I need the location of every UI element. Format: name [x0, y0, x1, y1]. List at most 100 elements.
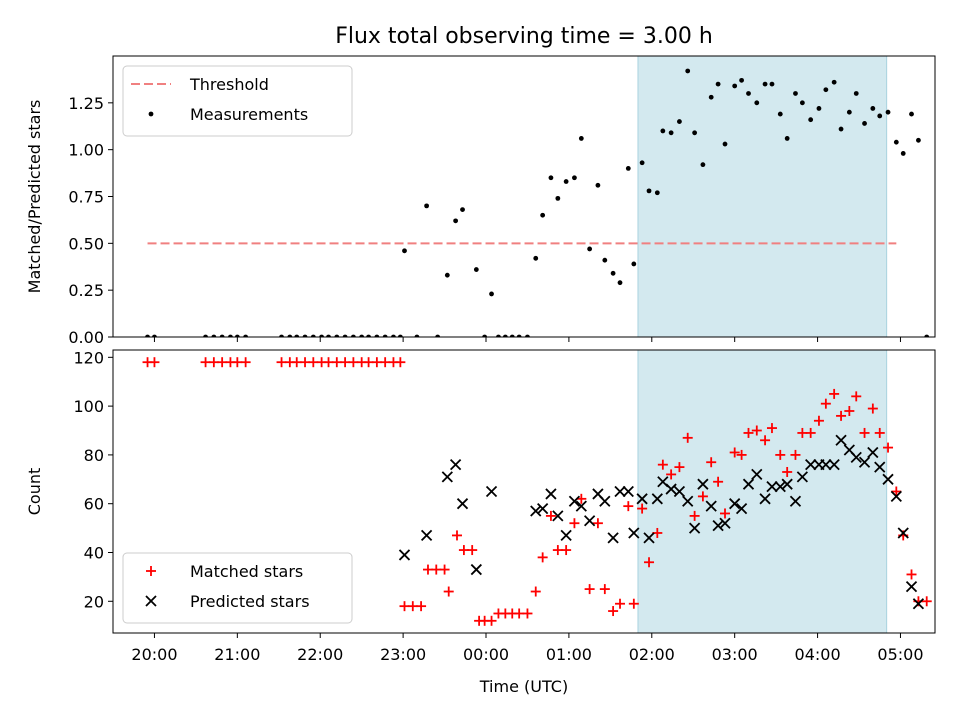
measurement-point — [366, 334, 371, 337]
predicted-stars-point — [530, 505, 542, 517]
predicted-stars-point — [607, 532, 619, 544]
legend-label: Measurements — [190, 105, 308, 124]
measurement-point — [610, 270, 616, 276]
predicted-stars-point — [688, 522, 701, 534]
matched-stars-point — [851, 391, 862, 402]
predicted-stars-point — [874, 461, 886, 473]
predicted-stars-point — [651, 493, 663, 505]
measurement-point — [145, 334, 150, 337]
measurement-point — [831, 79, 837, 85]
predicted-stars-point — [665, 483, 677, 495]
predicted-stars-point — [805, 459, 817, 471]
matched-stars-point — [467, 545, 478, 556]
measurement-point — [234, 334, 240, 337]
measurement-point — [762, 81, 768, 87]
measurement-point — [631, 261, 637, 267]
predicted-stars-point — [712, 520, 724, 532]
shaded-interval — [637, 349, 888, 634]
measurement-point — [402, 248, 407, 254]
measurement-point — [816, 106, 822, 111]
matched-stars-point — [706, 457, 717, 468]
x-tick-label: 05:00 — [877, 645, 923, 664]
matched-stars-point — [921, 596, 932, 607]
matched-stars-point — [874, 427, 885, 438]
matched-stars-point — [439, 564, 450, 575]
predicted-stars-point — [575, 500, 587, 512]
measurement-point — [708, 94, 714, 100]
y-tick-label: 40 — [84, 543, 104, 562]
matched-stars-point — [689, 510, 700, 521]
measurement-point — [900, 151, 906, 156]
measurement-point — [302, 334, 308, 337]
matched-stars-point — [805, 427, 816, 438]
measurement-point — [509, 334, 515, 337]
measurement-point — [203, 334, 208, 337]
measurement-point — [334, 334, 340, 337]
measurement-point — [916, 137, 921, 143]
measurement-point — [414, 334, 420, 337]
measurement-point — [502, 334, 508, 337]
measurement-point — [326, 334, 331, 337]
x-axis-label: Time (UTC) — [479, 677, 568, 696]
measurement-point — [152, 334, 157, 337]
bottom-panel: 20 40 60 80 100 120 20:00 21:00 22:00 23:00 00:00 0… — [25, 348, 936, 696]
matched-stars-point — [644, 557, 655, 568]
matched-stars-point — [569, 518, 580, 529]
matched-stars-point — [697, 491, 708, 502]
matched-stars-point — [657, 459, 668, 470]
matched-stars-point — [729, 447, 740, 458]
predicted-stars-point — [781, 478, 793, 490]
measurement-point — [685, 68, 691, 74]
matched-stars-point — [736, 449, 747, 460]
matched-stars-point — [530, 586, 541, 597]
measurement-point — [722, 141, 728, 147]
x-tick-label: 21:00 — [214, 645, 260, 664]
matched-stars-point — [443, 586, 454, 597]
measurement-point — [391, 334, 396, 337]
legend-box — [122, 552, 353, 624]
y-tick-label: 60 — [84, 495, 104, 514]
x-tick-label: 22:00 — [297, 645, 343, 664]
measurement-point — [846, 109, 852, 115]
measurement-point — [424, 203, 430, 209]
measurement-point — [533, 255, 539, 261]
matched-stars-point — [416, 601, 427, 612]
measurement-point — [279, 334, 284, 337]
measurement-point — [374, 334, 380, 337]
measurement-point — [435, 334, 441, 337]
y-tick-label: 120 — [73, 348, 104, 367]
measurement-point — [563, 179, 569, 184]
predicted-stars-point — [850, 451, 862, 463]
matched-stars-point — [883, 442, 894, 453]
measurement-point — [460, 207, 465, 213]
measurement-point — [838, 126, 844, 132]
x-tick-label: 04:00 — [795, 645, 841, 664]
predicted-stars-point — [719, 517, 731, 529]
x-tick-label: 01:00 — [546, 645, 592, 664]
measurement-point — [548, 175, 554, 181]
matched-stars-point — [829, 388, 840, 399]
matched-stars-point — [395, 357, 406, 368]
predicted-stars-point — [568, 495, 581, 507]
measurement-point — [754, 100, 760, 106]
matched-stars-point — [608, 606, 619, 617]
measurement-point — [808, 117, 814, 123]
y-axis-label: Count — [25, 468, 44, 516]
predicted-stars-point — [470, 563, 482, 576]
predicted-stars-point — [622, 485, 634, 498]
predicted-stars-point — [456, 498, 469, 510]
matched-stars-point — [813, 415, 824, 426]
y-tick-label: 80 — [84, 446, 104, 465]
measurement-point — [646, 188, 652, 194]
matched-stars-point — [637, 503, 648, 514]
legend-label: Predicted stars — [190, 592, 310, 611]
measurement-point — [715, 81, 721, 87]
matched-stars-point — [599, 584, 610, 595]
matched-stars-point — [867, 403, 878, 414]
measurement-point — [473, 267, 479, 272]
matched-stars-point — [891, 486, 902, 497]
predicted-stars-point — [673, 485, 686, 498]
predicted-stars-point — [828, 459, 840, 471]
predicted-stars-point — [882, 473, 894, 485]
